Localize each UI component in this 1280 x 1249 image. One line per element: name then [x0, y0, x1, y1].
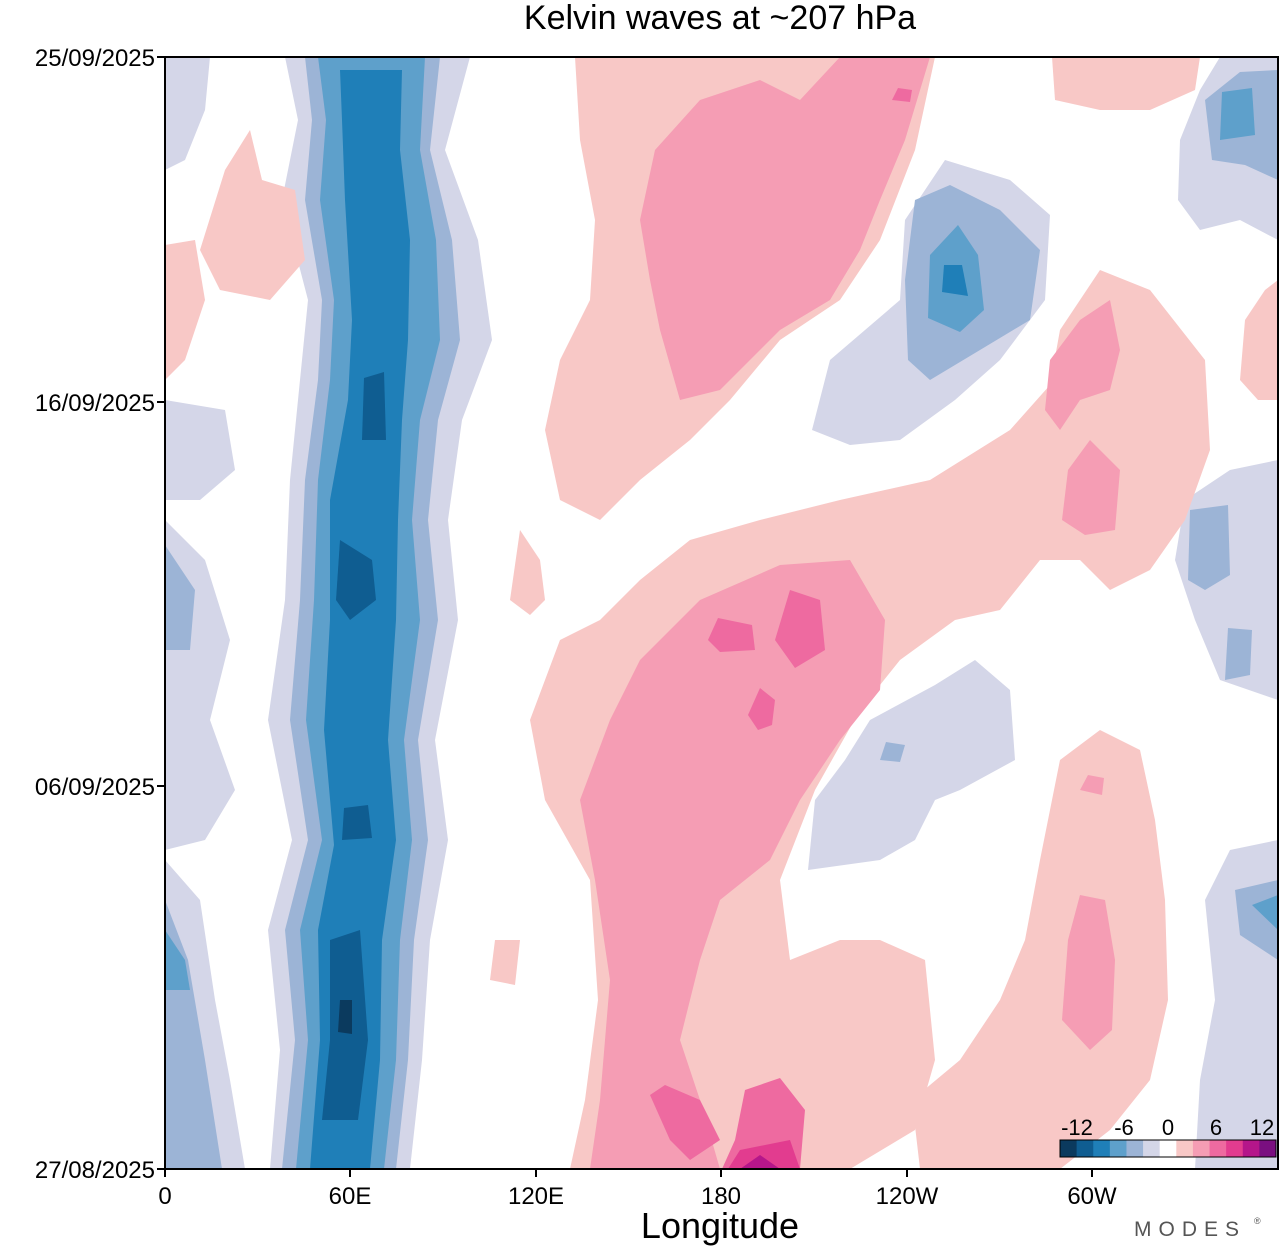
colorbar-swatch — [1076, 1140, 1094, 1157]
colorbar-swatch — [1143, 1140, 1161, 1157]
x-tick-label: 180 — [701, 1183, 741, 1210]
neg-band-60e-level-10c — [362, 372, 386, 440]
x-tick-label: 60W — [1067, 1183, 1117, 1210]
x-axis: 0 60E 120E 180 120W 60W Longitude — [158, 1169, 1117, 1246]
brand-logo-text: MODES — [1134, 1218, 1246, 1241]
pos-mid-small — [510, 530, 545, 615]
neg-right-edge-2-core — [1188, 505, 1230, 590]
x-tick-label: 60E — [329, 1183, 372, 1210]
colorbar-label: -6 — [1114, 1115, 1134, 1140]
colorbar-frame — [1059, 1139, 1277, 1158]
colorbar-swatch — [1259, 1140, 1277, 1157]
pos-bottom-level-10 — [740, 1155, 780, 1169]
colorbar-swatch — [1176, 1140, 1194, 1157]
neg-patch-140w-lower-core — [880, 742, 905, 762]
pos-main-level-6 — [708, 618, 755, 652]
pos-main-level-4 — [580, 560, 885, 1169]
neg-left-edge-3 — [165, 400, 235, 500]
chart-title: Kelvin waves at ~207 hPa — [524, 0, 916, 37]
brand-registered-mark: ® — [1254, 1216, 1261, 1226]
colorbar-swatch — [1226, 1140, 1244, 1157]
neg-left-edge-2-core — [165, 545, 195, 650]
pos-mid-small-b — [490, 940, 520, 985]
colorbar-label: 6 — [1210, 1115, 1222, 1140]
pos-east-level-2 — [912, 730, 1168, 1169]
neg-band-60e-level-12 — [338, 1000, 352, 1034]
pos-left-upper-b — [165, 240, 205, 380]
y-tick-label: 27/08/2025 — [35, 1157, 155, 1184]
colorbar-swatch — [1159, 1140, 1177, 1157]
colorbar-swatch — [1192, 1140, 1211, 1157]
pos-upper-level-4 — [640, 57, 930, 400]
pos-left-upper — [200, 130, 305, 300]
colorbar-swatch — [1093, 1140, 1111, 1157]
colorbar-label: 0 — [1162, 1115, 1174, 1140]
colorbar-label: -12 — [1061, 1115, 1093, 1140]
colorbar-label: 12 — [1250, 1115, 1274, 1140]
pos-right-mid — [1240, 280, 1278, 400]
y-tick-label: 06/09/2025 — [35, 774, 155, 801]
x-tick-label: 120W — [876, 1183, 939, 1210]
neg-right-edge-1-inner — [1220, 88, 1255, 140]
pos-bottom-level-8 — [728, 1140, 800, 1169]
pos-east-level-4b — [1045, 300, 1120, 430]
contour-field — [165, 57, 1278, 1169]
pos-east-level-4 — [1062, 895, 1115, 1050]
neg-right-edge-2-core-b — [1225, 628, 1252, 680]
x-tick-label: 0 — [158, 1183, 171, 1210]
pos-main-level-6c — [748, 688, 775, 730]
pos-main-level-6b — [775, 590, 825, 668]
y-tick-label: 25/09/2025 — [35, 45, 155, 72]
colorbar-swatch — [1060, 1140, 1078, 1157]
pos-east-level-4c — [1062, 440, 1120, 535]
neg-left-edge-4 — [165, 57, 210, 170]
neg-band-60e-level-10b — [336, 540, 376, 620]
pos-upper-level-6 — [892, 88, 912, 102]
neg-band-60e-level-8 — [310, 70, 410, 1169]
colorbar-swatch — [1126, 1140, 1144, 1157]
neg-right-edge-3-inner — [1252, 895, 1278, 930]
colorbar-labels: -12 -6 0 6 12 — [1061, 1115, 1274, 1140]
pos-right-top — [1052, 57, 1200, 110]
x-axis-title: Longitude — [641, 1205, 799, 1246]
colorbar — [1059, 1139, 1277, 1158]
pos-east-level-4d — [1080, 775, 1104, 795]
colorbar-swatch — [1209, 1140, 1227, 1157]
y-axis: 25/09/2025 16/09/2025 06/09/2025 27/08/2… — [35, 45, 165, 1184]
y-tick-label: 16/09/2025 — [35, 390, 155, 417]
colorbar-swatch — [1242, 1140, 1260, 1157]
neg-cell-140w-level-8 — [942, 265, 968, 296]
neg-left-edge-1-inner — [165, 930, 190, 990]
colorbar-swatch — [1109, 1140, 1127, 1157]
neg-band-60e-level-10d — [342, 805, 372, 840]
x-tick-label: 120E — [508, 1183, 564, 1210]
pos-bottom-level-6 — [650, 1085, 720, 1160]
neg-patch-140w-lower — [808, 660, 1015, 870]
